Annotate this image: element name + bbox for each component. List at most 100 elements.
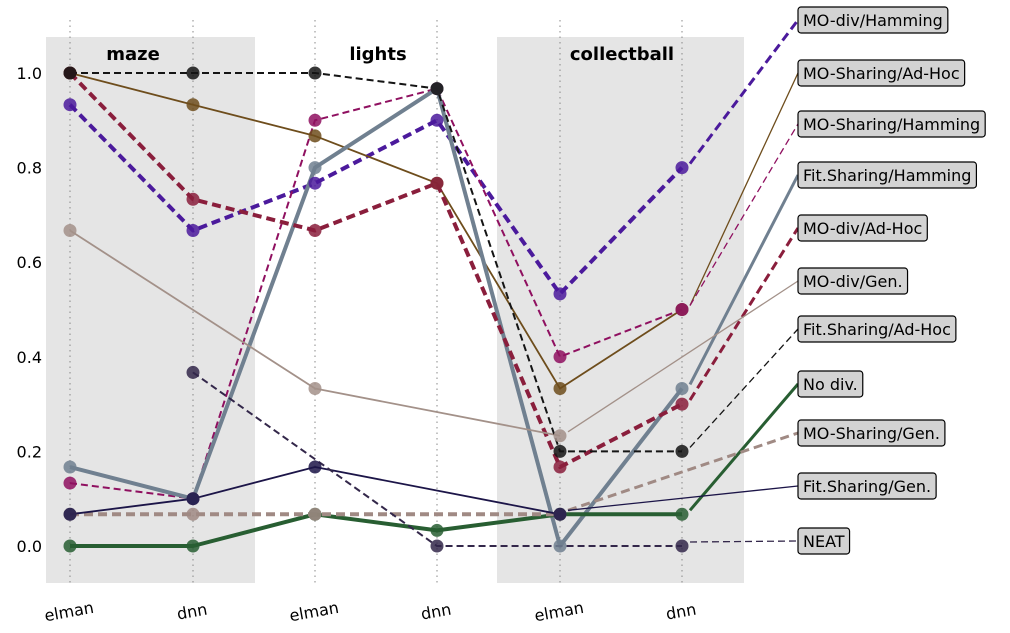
data-point-mo-div-hamming	[63, 98, 77, 112]
data-point-mo-div-ad-hoc	[430, 176, 444, 190]
data-point-fit-sharing-hamming	[308, 161, 322, 175]
leader-line-mo-div-hamming	[688, 19, 800, 165]
legend-label: MO-Sharing/Gen.	[803, 424, 940, 443]
leader-line-fit-sharing-gen	[567, 485, 799, 511]
data-point-mo-div-ad-hoc	[675, 397, 689, 411]
y-tick-label: 0.8	[17, 159, 42, 178]
legend-label: No div.	[803, 375, 858, 394]
data-point-mo-sharing-gen	[186, 507, 200, 521]
legend-box	[797, 370, 864, 398]
legend-box	[797, 110, 986, 138]
data-point-fit-sharing-ad-hoc	[308, 66, 322, 80]
leader-line-neat	[689, 540, 799, 543]
y-tick-label: 0.4	[17, 348, 42, 367]
data-point-mo-div-ad-hoc	[186, 192, 200, 206]
data-point-fit-sharing-hamming	[553, 539, 567, 553]
x-tick-label: elman	[43, 598, 95, 625]
data-point-mo-sharing-gen	[308, 507, 322, 521]
data-point-fit-sharing-gen	[63, 507, 77, 521]
data-point-fit-sharing-ad-hoc	[553, 444, 567, 458]
legend-item-mo-sharing-gen: MO-Sharing/Gen.	[797, 419, 946, 447]
leader-line-mo-div-gen	[567, 280, 799, 433]
data-point-mo-div-ad-hoc	[308, 224, 322, 238]
data-point-mo-div-gen	[63, 224, 77, 238]
y-tick-label: 0.0	[17, 537, 42, 556]
data-point-fit-sharing-ad-hoc	[63, 66, 77, 80]
legend-box	[797, 267, 909, 295]
leader-line-mo-div-ad-hoc	[688, 227, 800, 401]
data-point-no-div	[186, 539, 200, 553]
group-backgrounds	[46, 37, 744, 583]
data-point-mo-div-hamming	[553, 287, 567, 301]
group-bg-collectball	[497, 37, 744, 583]
data-point-neat	[186, 365, 200, 379]
data-point-fit-sharing-gen	[308, 460, 322, 474]
data-point-mo-div-hamming	[186, 224, 200, 238]
group-label-maze: maze	[106, 44, 160, 65]
legend-item-fit-sharing-gen: Fit.Sharing/Gen.	[797, 472, 937, 500]
data-point-no-div	[430, 523, 444, 537]
leader-line-mo-sharing-ad-hoc	[689, 72, 799, 306]
leader-line-no-div	[688, 383, 800, 512]
legend-item-mo-sharing-ad-hoc: MO-Sharing/Ad-Hoc	[797, 59, 966, 87]
data-point-fit-sharing-ad-hoc	[675, 444, 689, 458]
y-tick-label: 0.2	[17, 442, 42, 461]
y-tick-label: 0.6	[17, 253, 42, 272]
legend-label: Fit.Sharing/Ad-Hoc	[803, 320, 951, 339]
legend-label: MO-div/Gen.	[803, 272, 903, 291]
data-point-mo-sharing-ad-hoc	[186, 98, 200, 112]
legend-label: MO-Sharing/Hamming	[803, 115, 980, 134]
group-label-lights: lights	[349, 44, 406, 65]
legend-item-no-div: No div.	[797, 370, 864, 398]
y-tick-label: 1.0	[17, 64, 42, 83]
data-point-fit-sharing-ad-hoc	[430, 82, 444, 96]
legend-item-mo-sharing-hamming: MO-Sharing/Hamming	[797, 110, 986, 138]
series-line-mo-div-hamming	[68, 103, 684, 296]
legend-label: MO-Sharing/Ad-Hoc	[803, 64, 960, 83]
series-line-fit-sharing-hamming	[69, 86, 684, 548]
legend-item-fit-sharing-hamming: Fit.Sharing/Hamming	[797, 161, 978, 189]
series-lines	[68, 71, 684, 548]
series-line-no-div	[70, 512, 682, 548]
x-tick-label: dnn	[175, 600, 208, 624]
legend-label: NEAT	[803, 532, 845, 551]
legend-label: Fit.Sharing/Gen.	[803, 477, 931, 496]
data-point-no-div	[675, 507, 689, 521]
legend-item-mo-div-hamming: MO-div/Hamming	[797, 6, 949, 34]
x-tick-label: elman	[288, 598, 340, 625]
data-point-mo-sharing-ad-hoc	[553, 381, 567, 395]
legend-box	[797, 161, 978, 189]
leader-line-mo-sharing-hamming	[689, 123, 799, 306]
data-point-mo-div-hamming	[308, 176, 322, 190]
legend-item-neat: NEAT	[797, 527, 851, 555]
legend-box	[797, 59, 966, 87]
data-point-mo-sharing-hamming	[553, 350, 567, 364]
data-point-fit-sharing-hamming	[675, 381, 689, 395]
data-point-fit-sharing-gen	[553, 507, 567, 521]
legend-item-mo-div-gen: MO-div/Gen.	[797, 267, 909, 295]
data-point-fit-sharing-gen	[186, 492, 200, 506]
data-point-mo-div-ad-hoc	[553, 460, 567, 474]
legend-box	[797, 419, 946, 447]
group-label-collectball: collectball	[570, 44, 674, 65]
legend-leader-lines	[567, 19, 800, 543]
series-line-fit-sharing-gen	[69, 466, 561, 516]
data-point-fit-sharing-ad-hoc	[186, 66, 200, 80]
legend-box	[797, 315, 957, 343]
data-point-fit-sharing-hamming	[63, 460, 77, 474]
data-point-mo-div-hamming	[430, 113, 444, 127]
data-point-mo-div-gen	[308, 381, 322, 395]
x-tick-label: elman	[533, 598, 585, 625]
legend-label: Fit.Sharing/Hamming	[803, 166, 971, 185]
legend-item-fit-sharing-ad-hoc: Fit.Sharing/Ad-Hoc	[797, 315, 957, 343]
legend-item-mo-div-ad-hoc: MO-div/Ad-Hoc	[797, 214, 928, 242]
series-line-mo-div-ad-hoc	[68, 71, 683, 470]
legend: MO-div/Hamming MO-Sharing/Ad-Hoc MO-Sharin…	[797, 6, 986, 555]
series-line-fit-sharing-ad-hoc	[70, 72, 682, 453]
leader-line-mo-sharing-gen	[567, 431, 799, 512]
series-line-mo-sharing-ad-hoc	[69, 72, 683, 390]
series-line-mo-sharing-hamming	[69, 87, 683, 500]
legend-label: MO-div/Hamming	[803, 11, 943, 30]
data-point-mo-div-gen	[553, 429, 567, 443]
data-points	[63, 66, 689, 553]
